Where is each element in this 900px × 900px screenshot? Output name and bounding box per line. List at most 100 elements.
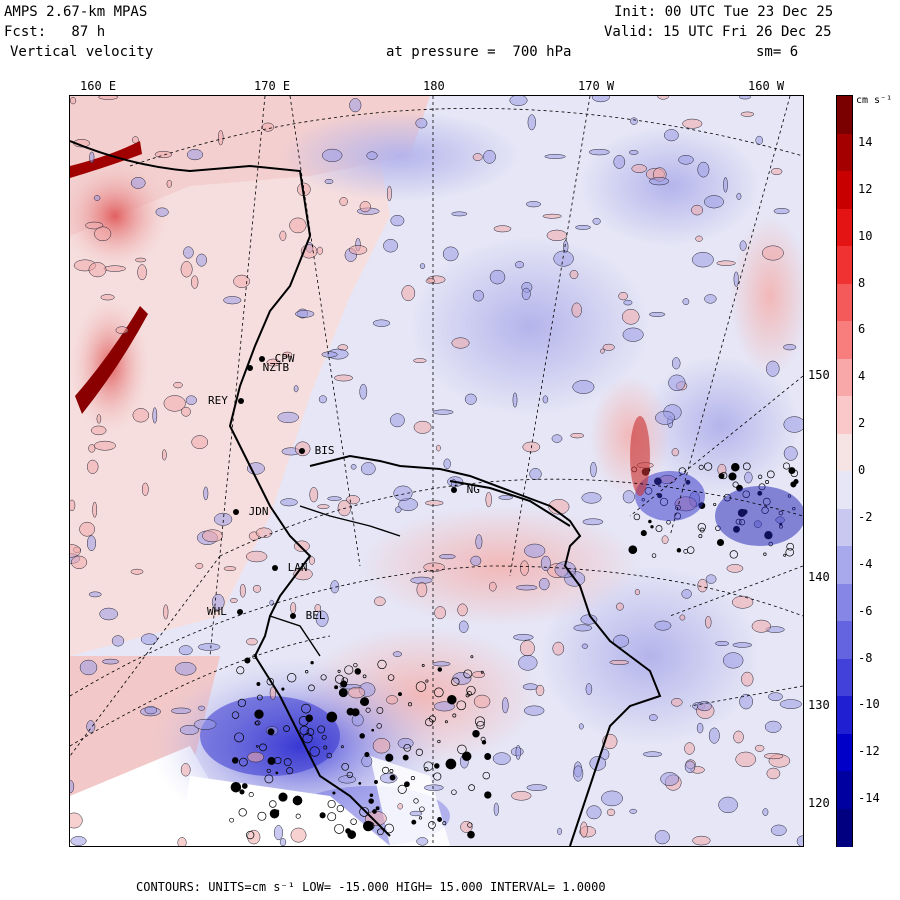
contour-cell bbox=[348, 686, 366, 699]
terrain-contour bbox=[269, 808, 280, 819]
terrain-contour bbox=[718, 473, 725, 479]
contour-cell bbox=[359, 383, 368, 400]
station-bel[interactable]: BEL bbox=[290, 604, 326, 623]
contour-cell bbox=[520, 560, 529, 576]
map-canvas bbox=[70, 96, 803, 846]
colorbar-tick-label: 8 bbox=[858, 275, 866, 290]
contour-cell bbox=[152, 407, 158, 424]
terrain-contour bbox=[451, 789, 457, 795]
terrain-contour bbox=[415, 681, 427, 692]
terrain-contour bbox=[788, 467, 796, 475]
convective-cluster-east bbox=[630, 416, 803, 546]
contour-cell bbox=[527, 114, 536, 131]
terrain-contour bbox=[651, 553, 657, 558]
contour-cell bbox=[613, 155, 626, 169]
terrain-contour bbox=[411, 819, 417, 825]
station-ng[interactable]: NG bbox=[451, 478, 480, 497]
terrain-contour bbox=[332, 791, 336, 795]
contour-cell bbox=[103, 265, 126, 272]
terrain-contour bbox=[786, 542, 795, 551]
terrain-contour bbox=[376, 723, 382, 729]
downdraft-core bbox=[200, 696, 340, 776]
lon-label-150w: 150 W bbox=[808, 368, 845, 382]
terrain-contour bbox=[276, 809, 280, 813]
terrain-contour bbox=[320, 674, 327, 681]
contour-cell bbox=[327, 496, 342, 501]
contour-cell bbox=[473, 694, 491, 709]
station-dot-icon bbox=[259, 356, 265, 362]
contour-cell bbox=[580, 821, 588, 838]
forecast-hour: Fcst: 87 h bbox=[4, 24, 106, 40]
contour-cell bbox=[393, 485, 413, 501]
contour-cell bbox=[684, 742, 695, 755]
colorbar-tick-label: 12 bbox=[858, 181, 873, 196]
terrain-contour bbox=[466, 691, 472, 697]
contour-cell bbox=[489, 581, 497, 592]
terrain-contour bbox=[732, 481, 739, 488]
contour-cell bbox=[630, 117, 638, 125]
terrain-contour bbox=[472, 729, 480, 738]
contour-cell bbox=[718, 796, 738, 814]
terrain-contour bbox=[345, 828, 351, 834]
terrain-contour bbox=[374, 780, 378, 784]
contour-cell bbox=[660, 772, 679, 786]
station-lan[interactable]: LAN bbox=[272, 556, 308, 575]
contour-cell bbox=[86, 535, 97, 552]
contour-cell bbox=[318, 395, 327, 404]
contour-cell bbox=[290, 827, 307, 843]
colorbar-segment bbox=[837, 433, 852, 472]
terrain-contour bbox=[716, 538, 725, 547]
terrain-contour bbox=[766, 470, 775, 479]
contour-cell bbox=[524, 543, 546, 558]
lon-label-180: 180 bbox=[423, 79, 445, 93]
terrain-contour bbox=[686, 546, 695, 554]
station-whl[interactable]: WHL bbox=[207, 600, 243, 619]
terrain-contour bbox=[729, 550, 738, 559]
terrain-contour bbox=[424, 767, 429, 772]
contour-cell bbox=[282, 351, 293, 358]
contour-cell bbox=[704, 294, 717, 304]
contour-cell bbox=[324, 178, 334, 185]
contour-cell bbox=[173, 381, 183, 389]
terrain-contour bbox=[229, 817, 234, 823]
contour-cell bbox=[671, 448, 679, 457]
blue-patch-1 bbox=[410, 236, 650, 416]
station-rey[interactable]: REY bbox=[208, 389, 244, 408]
contour-cell bbox=[183, 246, 194, 259]
terrain-contour bbox=[640, 530, 647, 537]
terrain-contour bbox=[476, 720, 485, 730]
station-bis[interactable]: BIS bbox=[299, 439, 335, 458]
contour-cell bbox=[451, 337, 470, 349]
contour-cell bbox=[88, 262, 107, 278]
terrain-contour bbox=[419, 806, 425, 812]
contour-cell bbox=[648, 714, 658, 722]
contour-cell bbox=[102, 658, 120, 665]
contour-cell bbox=[581, 643, 589, 649]
colorbar-tick-label: 10 bbox=[858, 228, 873, 243]
contour-cell bbox=[485, 491, 492, 508]
station-cpw[interactable]: CPW bbox=[259, 347, 295, 366]
colorbar-tick-label: -8 bbox=[858, 650, 873, 665]
contour-cell bbox=[70, 499, 76, 512]
blue-patch-5 bbox=[540, 566, 760, 746]
contour-cell bbox=[483, 149, 496, 164]
contour-cell bbox=[349, 98, 362, 113]
contour-cell bbox=[322, 148, 343, 162]
contour-cell bbox=[88, 591, 102, 598]
station-jdn[interactable]: JDN bbox=[233, 500, 269, 519]
colorbar-tick-label: -6 bbox=[858, 603, 873, 618]
contour-cell bbox=[390, 214, 405, 227]
pink-patch-4 bbox=[730, 216, 803, 376]
contour-cell bbox=[519, 640, 535, 657]
contour-cell bbox=[512, 392, 518, 408]
terrain-contour bbox=[452, 713, 457, 718]
contour-cell bbox=[668, 374, 686, 391]
colorbar-segment bbox=[837, 321, 852, 359]
contour-cell bbox=[732, 642, 753, 648]
contour-cell bbox=[266, 358, 281, 367]
contour-cell bbox=[523, 705, 545, 716]
contour-cell bbox=[185, 395, 197, 405]
station-nztb[interactable]: NZTB bbox=[247, 356, 289, 375]
contour-cell bbox=[472, 153, 483, 161]
terrain-contour bbox=[384, 823, 394, 834]
